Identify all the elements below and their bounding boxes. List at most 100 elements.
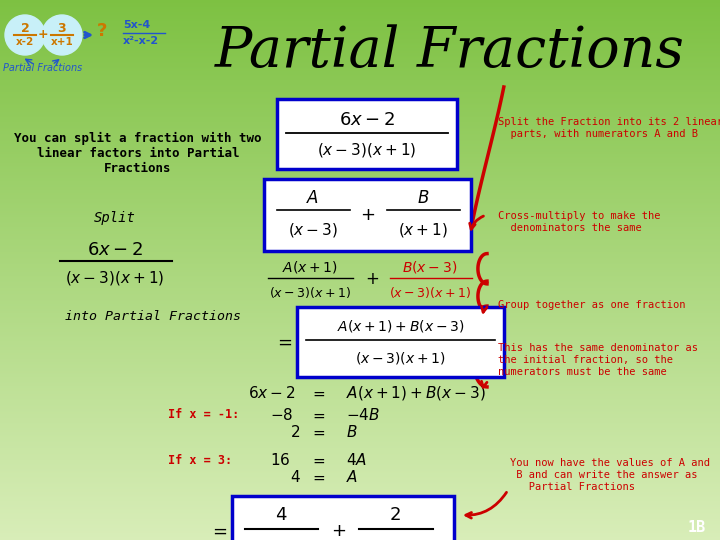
Bar — [0, 77, 720, 78]
Bar — [0, 381, 720, 382]
Bar — [0, 94, 720, 95]
Bar — [0, 312, 720, 313]
Text: $=$: $=$ — [310, 469, 326, 484]
Bar — [0, 275, 720, 276]
Bar — [0, 13, 720, 14]
Bar — [0, 196, 720, 197]
Bar — [0, 204, 720, 205]
Bar — [0, 454, 720, 455]
Bar — [0, 97, 720, 98]
Bar — [0, 357, 720, 358]
Bar — [0, 372, 720, 373]
Bar — [0, 255, 720, 256]
Bar — [0, 498, 720, 499]
Bar — [0, 64, 720, 65]
Bar — [0, 264, 720, 265]
Bar — [0, 466, 720, 467]
Bar — [0, 503, 720, 504]
Bar — [0, 313, 720, 314]
Text: x-2: x-2 — [16, 37, 34, 47]
Bar — [0, 499, 720, 500]
Bar — [0, 38, 720, 39]
Bar — [0, 457, 720, 458]
Bar — [0, 36, 720, 37]
Text: $(x+1)$: $(x+1)$ — [398, 221, 448, 239]
Bar — [0, 314, 720, 315]
Bar — [0, 408, 720, 409]
Bar — [0, 125, 720, 126]
Bar — [0, 11, 720, 12]
Bar — [0, 502, 720, 503]
Bar — [0, 95, 720, 96]
Bar — [0, 358, 720, 359]
Bar — [0, 99, 720, 100]
Bar — [0, 420, 720, 421]
Bar — [0, 176, 720, 177]
Text: x²-x-2: x²-x-2 — [123, 36, 159, 46]
Bar — [0, 460, 720, 461]
Bar — [0, 186, 720, 187]
Text: You now have the values of A and
 B and can write the answer as
   Partial Fract: You now have the values of A and B and c… — [510, 458, 710, 491]
Bar — [0, 55, 720, 56]
Bar — [0, 335, 720, 336]
Bar — [0, 481, 720, 482]
Bar — [0, 418, 720, 419]
Bar — [0, 400, 720, 401]
Bar — [0, 283, 720, 284]
Bar — [0, 17, 720, 18]
Bar — [0, 159, 720, 160]
Bar — [0, 157, 720, 158]
Bar — [0, 345, 720, 346]
Bar — [0, 355, 720, 356]
Bar — [0, 242, 720, 243]
Bar — [0, 260, 720, 261]
Text: $A(x+1)+B(x-3)$: $A(x+1)+B(x-3)$ — [337, 318, 464, 334]
Bar — [0, 297, 720, 298]
Bar — [0, 254, 720, 255]
Bar — [0, 347, 720, 348]
Bar — [0, 71, 720, 72]
Bar — [0, 377, 720, 378]
Bar — [0, 290, 720, 291]
Bar — [0, 527, 720, 528]
Bar — [0, 484, 720, 485]
Bar — [0, 469, 720, 470]
Bar — [0, 522, 720, 523]
Bar — [0, 21, 720, 22]
Bar — [0, 28, 720, 29]
Bar — [0, 39, 720, 40]
Bar — [0, 385, 720, 386]
Bar — [0, 448, 720, 449]
Text: +: + — [37, 29, 48, 42]
Bar — [0, 127, 720, 128]
Bar — [0, 328, 720, 329]
Bar — [0, 144, 720, 145]
Bar — [0, 109, 720, 110]
Bar — [0, 318, 720, 319]
Bar — [0, 134, 720, 135]
Bar — [0, 475, 720, 476]
Text: Partial Fractions: Partial Fractions — [4, 63, 83, 73]
Bar — [0, 171, 720, 172]
Bar — [0, 510, 720, 511]
Bar — [0, 234, 720, 235]
Bar — [0, 465, 720, 466]
Bar — [0, 518, 720, 519]
Bar — [0, 72, 720, 73]
Bar — [0, 85, 720, 86]
Bar — [0, 210, 720, 211]
Bar — [0, 131, 720, 132]
Bar — [0, 539, 720, 540]
Bar — [0, 139, 720, 140]
Bar — [0, 524, 720, 525]
Bar — [0, 52, 720, 53]
Bar — [0, 162, 720, 163]
Bar — [0, 14, 720, 15]
Bar — [0, 500, 720, 501]
Bar — [0, 110, 720, 111]
Bar — [0, 435, 720, 436]
Bar — [0, 379, 720, 380]
Bar — [0, 154, 720, 155]
Bar — [0, 421, 720, 422]
Bar — [0, 394, 720, 395]
